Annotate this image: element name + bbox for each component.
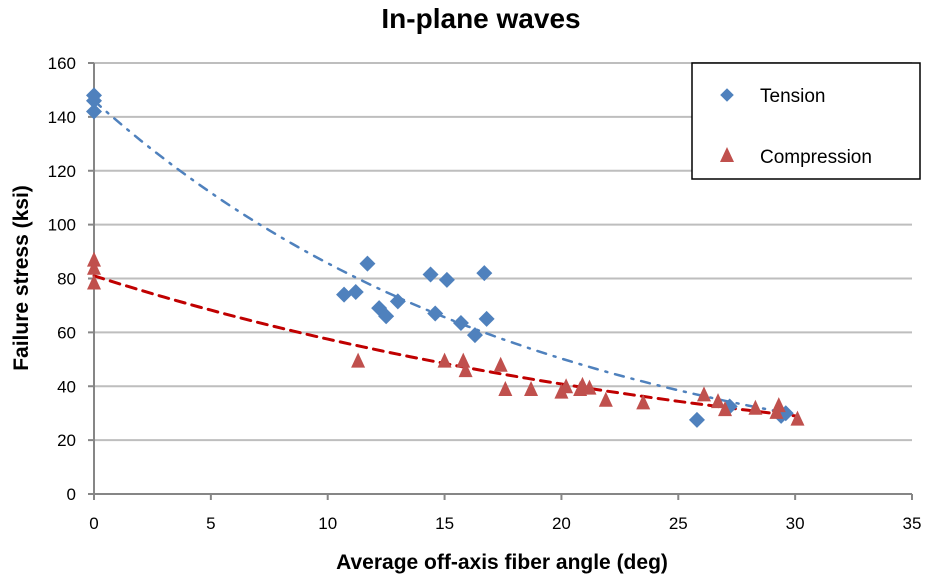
trendlines xyxy=(92,99,797,418)
y-tick-label: 100 xyxy=(48,216,76,235)
y-tick-label: 140 xyxy=(48,108,76,127)
compression-point xyxy=(351,352,366,368)
x-tick-label: 25 xyxy=(669,514,688,533)
compression-point xyxy=(493,356,508,372)
compression-point xyxy=(582,379,597,395)
compression-point xyxy=(559,378,574,394)
compression-point xyxy=(696,386,711,402)
compression-point xyxy=(718,401,733,417)
x-tick-label: 30 xyxy=(786,514,805,533)
compression-point xyxy=(498,380,513,396)
compression-point xyxy=(87,251,101,267)
x-tick-label: 5 xyxy=(206,514,215,533)
compression-point xyxy=(748,399,763,415)
x-tick-label: 20 xyxy=(552,514,571,533)
x-tick-label: 10 xyxy=(318,514,337,533)
tension-point xyxy=(389,293,406,310)
compression-point xyxy=(636,394,651,410)
y-tick-label: 40 xyxy=(57,377,76,396)
tension-point xyxy=(86,103,102,120)
compression-point xyxy=(437,352,452,368)
tension-point xyxy=(466,327,483,344)
legend: Tension Compression xyxy=(691,62,921,180)
gridlines xyxy=(94,62,912,442)
compression-point xyxy=(524,380,539,396)
x-tick-label: 15 xyxy=(435,514,454,533)
data-points xyxy=(86,87,805,428)
tension-point xyxy=(438,271,455,288)
tension-point xyxy=(86,92,102,109)
tension-point xyxy=(478,310,495,327)
tension-point xyxy=(452,314,469,331)
y-tick-label: 120 xyxy=(48,162,76,181)
y-tick-label: 0 xyxy=(67,485,76,504)
y-axis-title: Failure stress (ksi) xyxy=(10,185,33,371)
trendline-compression xyxy=(92,274,797,418)
series-tension xyxy=(86,87,794,428)
tension-point xyxy=(688,411,705,428)
compression-point xyxy=(598,391,613,407)
compression-point xyxy=(456,352,471,368)
x-tick-labels: 0 5 10 15 20 25 30 35 xyxy=(89,514,921,533)
y-tick-label: 80 xyxy=(57,270,76,289)
legend-marker-compression xyxy=(720,147,734,162)
series-compression xyxy=(87,251,805,426)
compression-point xyxy=(87,274,101,290)
x-tick-label: 35 xyxy=(903,514,922,533)
compression-point xyxy=(711,393,726,409)
y-tick-label: 60 xyxy=(57,323,76,342)
compression-point xyxy=(458,362,473,378)
y-tick-label: 20 xyxy=(57,431,76,450)
tension-point xyxy=(359,255,376,272)
tension-point xyxy=(427,305,444,322)
y-tick-label: 160 xyxy=(48,54,76,73)
tension-point xyxy=(476,265,493,282)
chart-title: In-plane waves xyxy=(381,3,580,34)
y-tick-labels: 0 20 40 60 80 100 120 140 160 xyxy=(48,54,76,504)
tension-point xyxy=(422,266,439,283)
trendline-tension xyxy=(92,99,797,416)
tension-point xyxy=(378,308,395,325)
tension-point xyxy=(347,283,364,300)
legend-label-compression: Compression xyxy=(760,147,872,168)
tension-point xyxy=(336,286,353,303)
x-tick-label: 0 xyxy=(89,514,98,533)
legend-label-tension: Tension xyxy=(760,86,826,107)
compression-point xyxy=(87,259,101,275)
x-axis-title: Average off-axis fiber angle (deg) xyxy=(336,551,668,574)
compression-point xyxy=(771,397,786,413)
compression-point xyxy=(790,410,805,426)
